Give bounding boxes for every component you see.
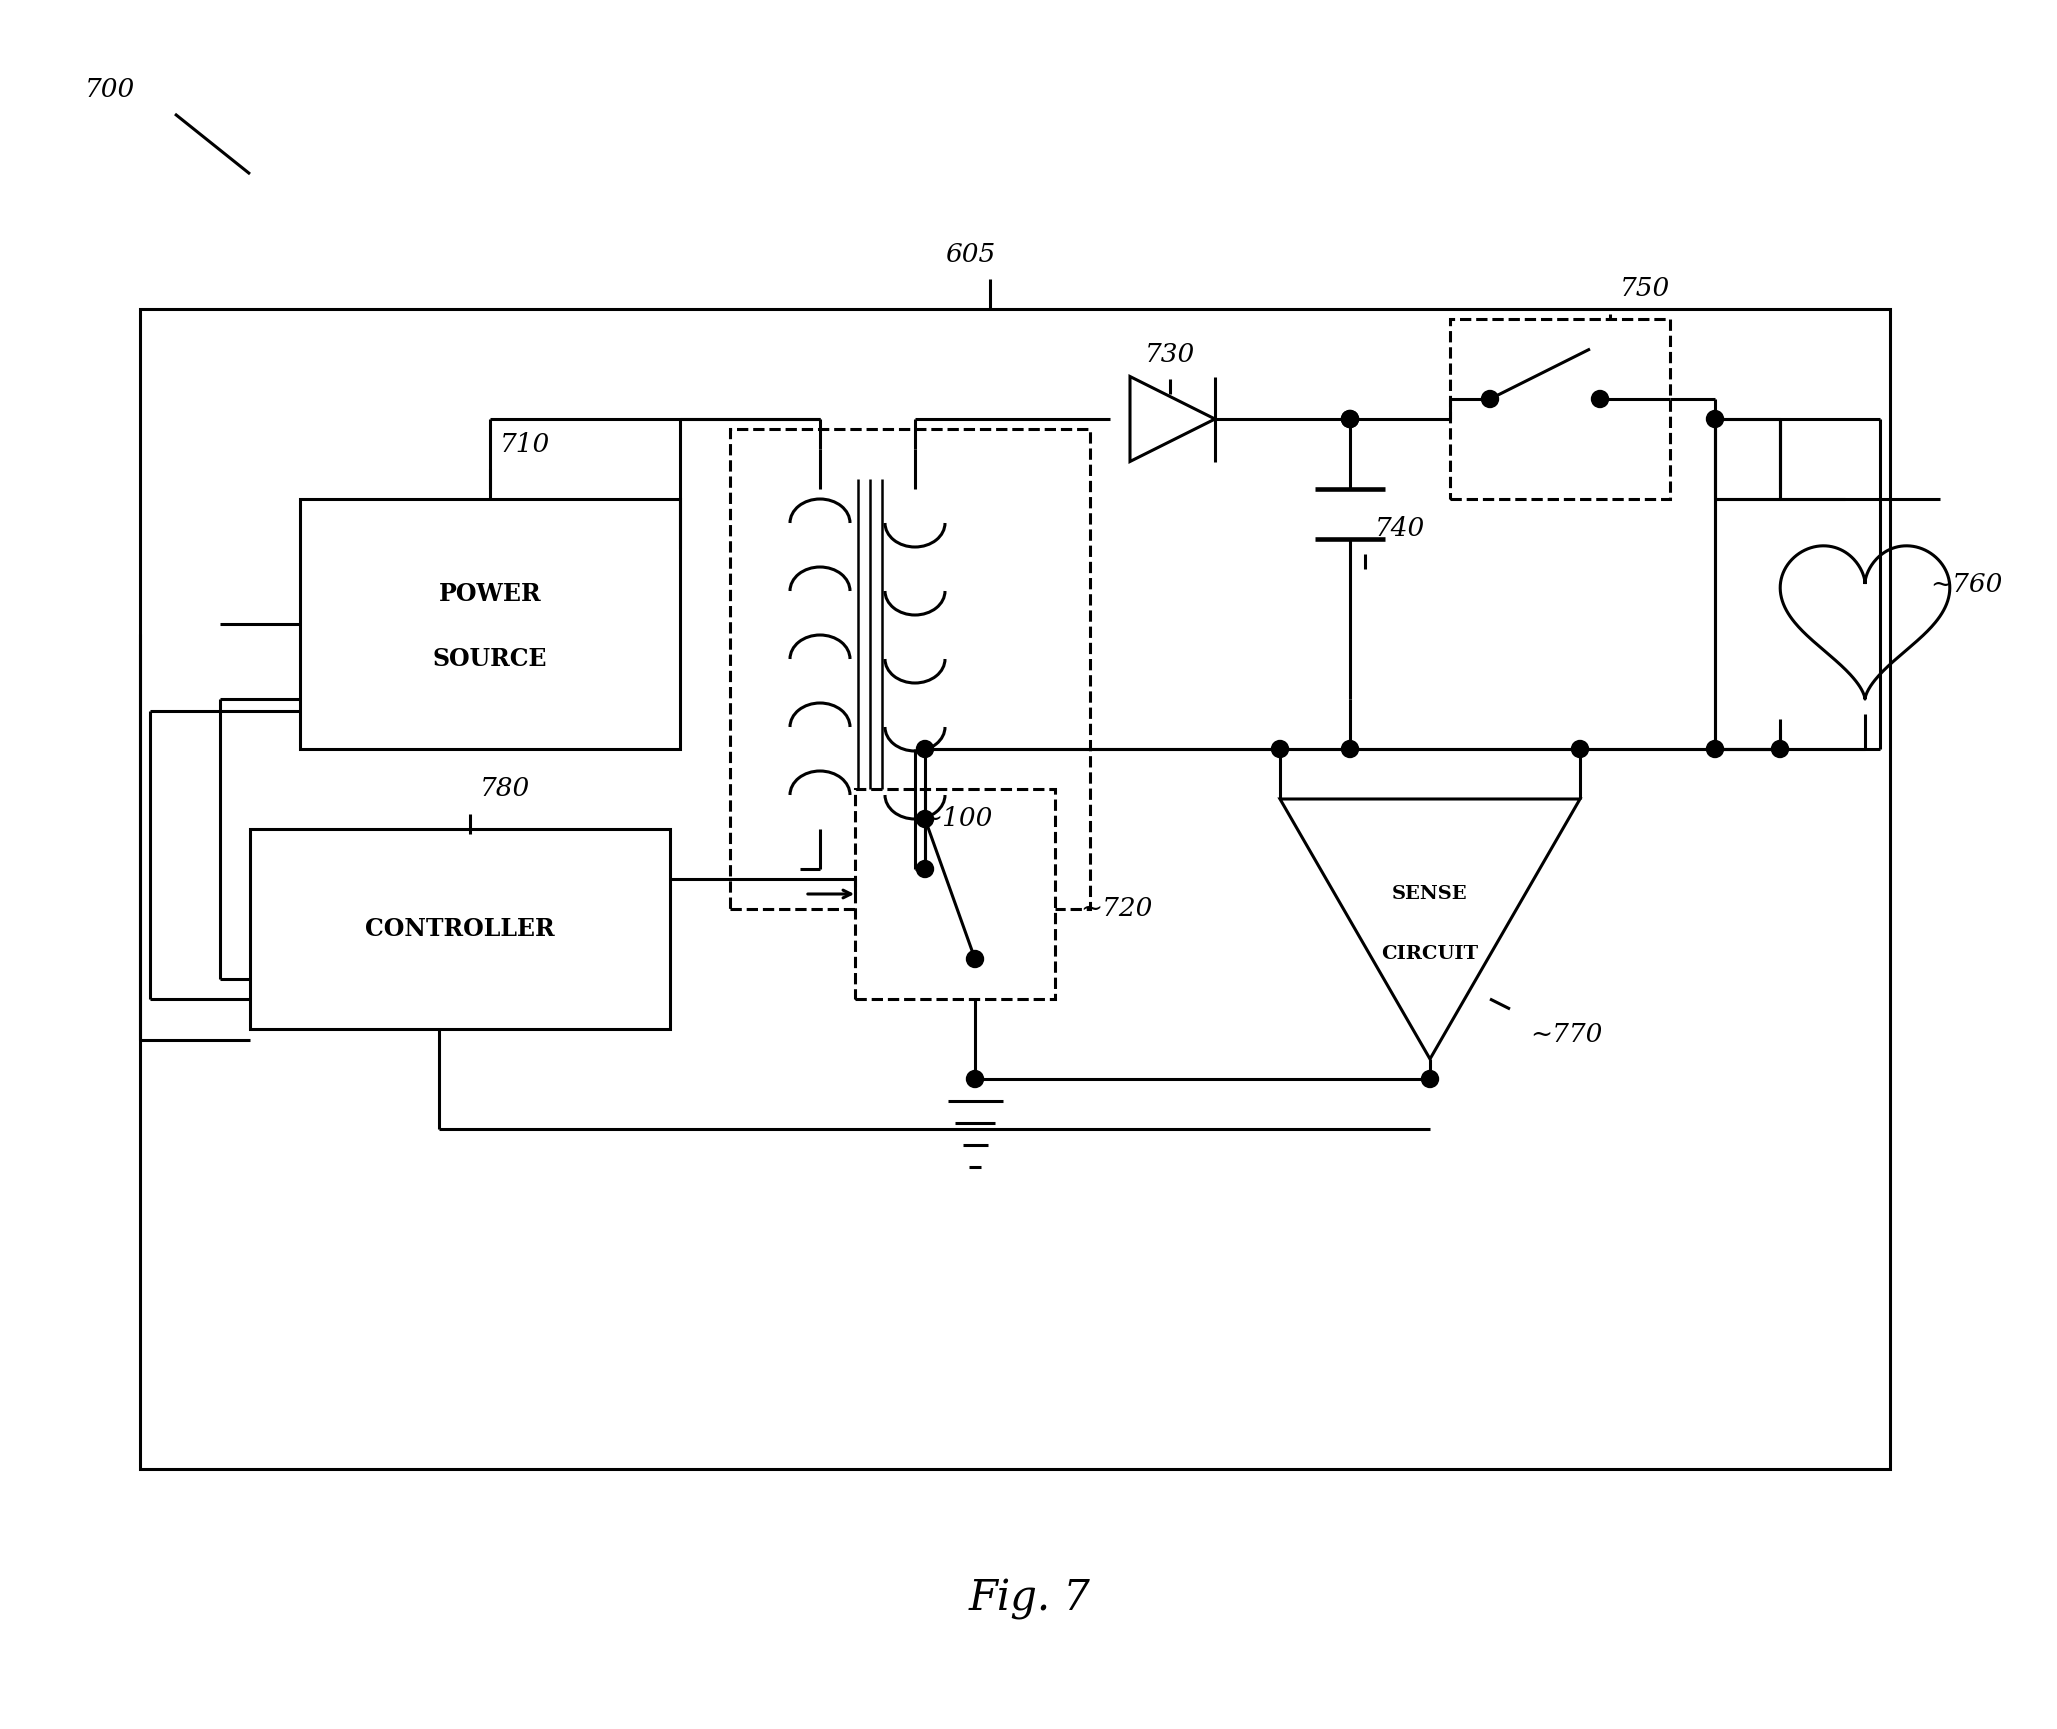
Text: 605: 605 bbox=[944, 242, 996, 266]
Polygon shape bbox=[1129, 377, 1216, 462]
Circle shape bbox=[1572, 740, 1588, 757]
Circle shape bbox=[917, 811, 934, 828]
Circle shape bbox=[1771, 740, 1788, 757]
Circle shape bbox=[917, 740, 934, 757]
Text: CONTROLLER: CONTROLLER bbox=[366, 916, 555, 941]
Circle shape bbox=[917, 861, 934, 878]
Text: ~770: ~770 bbox=[1530, 1022, 1602, 1046]
Circle shape bbox=[1341, 410, 1358, 427]
Circle shape bbox=[1421, 1070, 1438, 1088]
Circle shape bbox=[967, 1070, 983, 1088]
Circle shape bbox=[1341, 740, 1358, 757]
Text: Fig. 7: Fig. 7 bbox=[969, 1579, 1090, 1620]
Circle shape bbox=[967, 951, 983, 968]
Text: CIRCUIT: CIRCUIT bbox=[1382, 946, 1479, 963]
Bar bbox=[856, 788, 1055, 999]
Text: SENSE: SENSE bbox=[1393, 885, 1469, 903]
Text: POWER: POWER bbox=[438, 583, 541, 605]
Text: 740: 740 bbox=[1374, 517, 1426, 541]
Text: SOURCE: SOURCE bbox=[432, 647, 547, 671]
Bar bbox=[140, 309, 1890, 1470]
Bar bbox=[300, 500, 681, 749]
Text: 710: 710 bbox=[500, 432, 551, 456]
Text: ~720: ~720 bbox=[1080, 897, 1152, 922]
Bar bbox=[251, 828, 671, 1029]
Circle shape bbox=[1341, 410, 1358, 427]
Circle shape bbox=[1592, 391, 1609, 408]
Text: 780: 780 bbox=[479, 776, 531, 802]
Bar bbox=[730, 429, 1090, 909]
Text: ~760: ~760 bbox=[1929, 572, 2001, 597]
Circle shape bbox=[1707, 740, 1724, 757]
Text: 750: 750 bbox=[1621, 277, 1670, 301]
Circle shape bbox=[1707, 410, 1724, 427]
Text: 700: 700 bbox=[84, 76, 136, 102]
Text: ~100: ~100 bbox=[919, 806, 991, 832]
Circle shape bbox=[1481, 391, 1497, 408]
Text: 730: 730 bbox=[1146, 342, 1195, 367]
Circle shape bbox=[1271, 740, 1288, 757]
Bar bbox=[1450, 318, 1670, 500]
